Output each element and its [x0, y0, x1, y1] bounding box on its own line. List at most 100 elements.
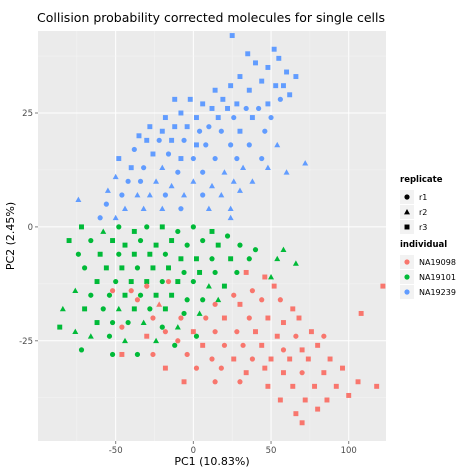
- data-point: [128, 279, 134, 285]
- data-point: [234, 269, 240, 276]
- data-point: [122, 292, 128, 298]
- data-point: [59, 305, 66, 312]
- data-point: [231, 114, 237, 121]
- data-point: [274, 141, 281, 148]
- data-point: [280, 320, 286, 326]
- data-point: [246, 87, 252, 93]
- data-point: [159, 205, 166, 212]
- data-point: [150, 315, 156, 321]
- data-point: [78, 347, 85, 353]
- data-point: [190, 155, 196, 162]
- data-point: [94, 320, 100, 326]
- data-point: [144, 283, 150, 289]
- data-point: [122, 205, 128, 212]
- data-point: [200, 342, 206, 348]
- data-point: [119, 351, 125, 357]
- data-point: [358, 310, 364, 316]
- color-legend-title: individual: [400, 240, 447, 250]
- data-point: [72, 287, 79, 294]
- data-point: [340, 365, 345, 371]
- data-point: [131, 228, 137, 234]
- data-point: [277, 297, 283, 303]
- data-point: [243, 105, 249, 112]
- data-point: [97, 215, 103, 221]
- data-point: [122, 337, 128, 344]
- data-point: [315, 406, 321, 412]
- data-point: [153, 337, 160, 344]
- data-point: [184, 124, 190, 130]
- legend-marker-color: [404, 259, 410, 265]
- data-point: [140, 319, 147, 325]
- data-point: [234, 329, 240, 335]
- data-point: [119, 265, 125, 271]
- data-point: [296, 315, 302, 321]
- data-point: [264, 164, 271, 171]
- data-point: [249, 178, 256, 184]
- data-point: [206, 124, 212, 130]
- data-point: [181, 192, 188, 198]
- data-point: [333, 383, 339, 389]
- data-point: [190, 278, 196, 285]
- data-point: [141, 165, 147, 171]
- data-point: [153, 292, 159, 298]
- data-point: [299, 347, 305, 353]
- data-point: [112, 214, 119, 221]
- data-point: [268, 356, 274, 362]
- y-axis-title: PC2 (2.45%): [4, 202, 17, 270]
- data-point: [150, 265, 156, 271]
- data-point: [82, 265, 88, 271]
- data-point: [193, 333, 200, 339]
- data-point: [134, 265, 141, 271]
- data-point: [259, 155, 265, 162]
- data-point: [200, 101, 206, 107]
- legend-label: NA19239: [419, 288, 456, 297]
- data-point: [308, 329, 314, 335]
- legend-marker-square: [404, 224, 410, 230]
- data-point: [243, 269, 249, 275]
- data-point: [205, 205, 212, 212]
- data-point: [144, 137, 150, 143]
- data-point: [172, 342, 178, 348]
- legend-marker-circle: [404, 194, 410, 200]
- data-point: [200, 192, 206, 198]
- data-point: [166, 265, 171, 271]
- data-point: [299, 420, 305, 426]
- data-point: [231, 292, 237, 298]
- data-point: [109, 319, 116, 326]
- data-point: [215, 115, 221, 121]
- grid-lines: [38, 31, 386, 441]
- data-point: [229, 33, 235, 39]
- data-point: [209, 228, 215, 234]
- data-point: [228, 83, 234, 89]
- data-point: [137, 292, 144, 298]
- data-point: [165, 151, 172, 157]
- data-point: [215, 296, 222, 303]
- data-point: [280, 370, 286, 376]
- data-point: [178, 110, 184, 116]
- data-point: [106, 333, 113, 339]
- data-point: [119, 324, 125, 330]
- data-point: [253, 60, 258, 66]
- data-point: [172, 124, 178, 130]
- data-point: [265, 315, 271, 321]
- data-point: [287, 356, 293, 362]
- data-point: [88, 292, 94, 298]
- data-point: [153, 242, 159, 248]
- data-point: [212, 269, 218, 276]
- data-point: [252, 247, 259, 253]
- data-point: [293, 74, 299, 80]
- y-tick-label: 25: [22, 109, 33, 119]
- data-point: [287, 92, 293, 98]
- legend-label: r1: [419, 193, 427, 202]
- data-point: [220, 96, 226, 102]
- plot-panel: [38, 31, 386, 441]
- data-point: [125, 319, 131, 326]
- data-point: [88, 237, 94, 244]
- data-point: [293, 333, 299, 339]
- data-point: [162, 192, 168, 198]
- data-point: [100, 306, 106, 312]
- data-point: [119, 192, 125, 198]
- data-point: [237, 301, 243, 307]
- data-point: [134, 192, 141, 198]
- data-point: [178, 206, 184, 212]
